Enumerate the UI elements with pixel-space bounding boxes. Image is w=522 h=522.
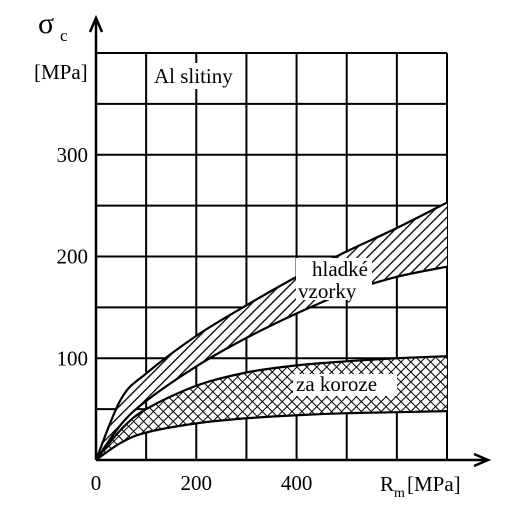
series-label-koroze: za koroze [296, 372, 377, 396]
y-tick-label: 200 [57, 245, 89, 269]
x-tick-label: 200 [181, 471, 213, 495]
series-lower-curve [95, 265, 448, 461]
x-axis-unit: [MPa] [407, 472, 461, 496]
series-upper-curve [95, 355, 448, 461]
y-axis-symbol: σ [38, 7, 54, 40]
series-label-hladke-box [296, 258, 372, 300]
series-upper-curve [94, 201, 448, 461]
x-axis-arrow-icon [473, 452, 492, 468]
y-tick-label: 100 [57, 346, 89, 370]
series-lower-curve [95, 410, 448, 461]
x-axis-subscript: m [394, 486, 405, 501]
axes [88, 14, 492, 468]
series-bands [94, 201, 448, 461]
y-axis-arrow-icon [88, 14, 104, 33]
series-label-hladke-line1: hladké [312, 257, 368, 281]
chart-title: Al slitiny [154, 64, 233, 88]
y-axis-unit: [MPa] [34, 60, 88, 84]
origin-tick-label: 0 [91, 471, 102, 495]
series-label-hladke-line2: vzorky [298, 279, 357, 303]
y-axis-subscript: c [60, 26, 68, 45]
x-tick-label: 400 [281, 471, 313, 495]
x-axis-symbol: R [380, 472, 394, 496]
title-box [151, 63, 243, 89]
tick-labels: 0 200 400 100 200 300 [57, 143, 313, 495]
series-label-koroze-box [293, 374, 397, 396]
y-tick-label: 300 [57, 143, 89, 167]
